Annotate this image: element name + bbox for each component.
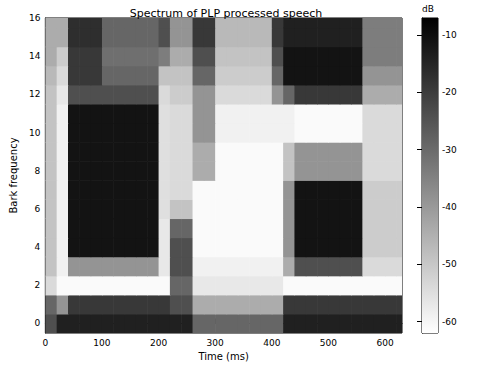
svg-text:600: 600 xyxy=(376,338,393,348)
svg-text:-60: -60 xyxy=(442,317,457,327)
svg-text:Time (ms): Time (ms) xyxy=(197,351,249,362)
svg-text:16: 16 xyxy=(29,13,41,23)
svg-text:0: 0 xyxy=(35,318,41,328)
svg-text:500: 500 xyxy=(320,338,337,348)
svg-text:400: 400 xyxy=(263,338,280,348)
svg-text:4: 4 xyxy=(35,242,41,252)
svg-text:200: 200 xyxy=(150,338,167,348)
svg-text:10: 10 xyxy=(29,128,41,138)
svg-text:100: 100 xyxy=(93,338,110,348)
svg-text:12: 12 xyxy=(29,89,40,99)
svg-text:Spectrum of PLP processed spee: Spectrum of PLP processed speech xyxy=(130,7,323,20)
svg-text:2: 2 xyxy=(35,280,41,290)
svg-text:-10: -10 xyxy=(442,30,457,40)
svg-text:14: 14 xyxy=(29,51,41,61)
svg-text:dB: dB xyxy=(422,4,434,14)
svg-text:-50: -50 xyxy=(442,259,457,269)
svg-text:8: 8 xyxy=(35,166,41,176)
svg-text:300: 300 xyxy=(207,338,224,348)
svg-text:-20: -20 xyxy=(442,87,457,97)
svg-text:0: 0 xyxy=(42,338,48,348)
svg-text:-30: -30 xyxy=(442,145,457,155)
svg-text:-40: -40 xyxy=(442,202,457,212)
svg-text:Bark frequency: Bark frequency xyxy=(8,137,19,213)
svg-text:6: 6 xyxy=(35,204,41,214)
